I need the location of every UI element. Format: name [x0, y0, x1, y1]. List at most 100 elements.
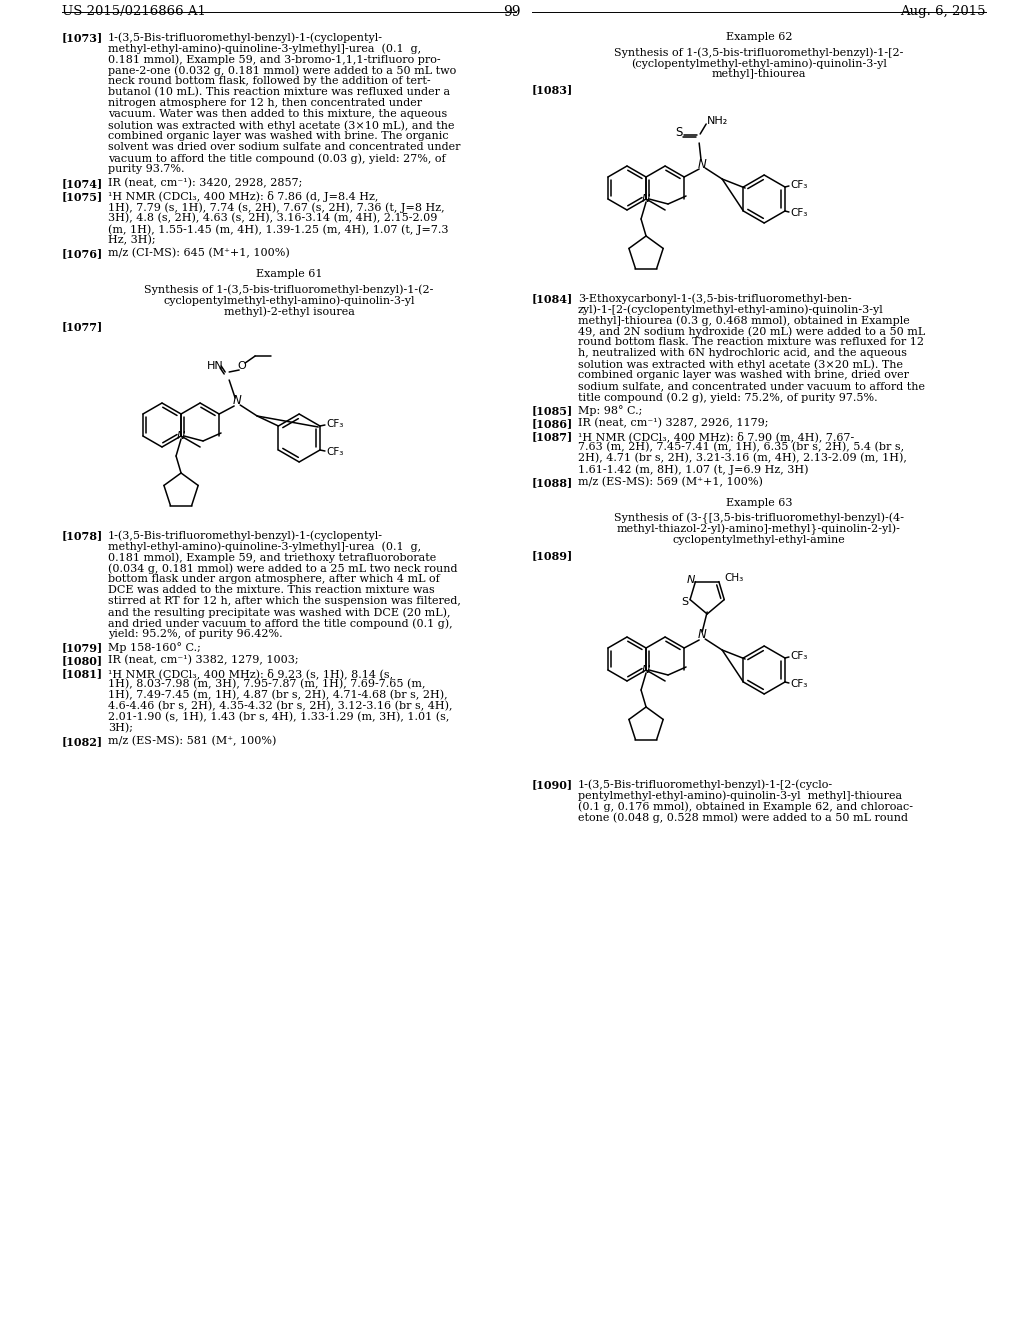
Text: [1084]: [1084] — [532, 293, 573, 304]
Text: IR (neat, cm⁻¹) 3287, 2926, 1179;: IR (neat, cm⁻¹) 3287, 2926, 1179; — [578, 418, 768, 429]
Text: stirred at RT for 12 h, after which the suspension was filtered,: stirred at RT for 12 h, after which the … — [108, 597, 461, 606]
Text: zyl)-1-[2-(cyclopentylmethyl-ethyl-amino)-quinolin-3-yl: zyl)-1-[2-(cyclopentylmethyl-ethyl-amino… — [578, 304, 884, 314]
Text: CF₃: CF₃ — [790, 180, 807, 190]
Text: [1075]: [1075] — [62, 191, 103, 202]
Text: [1081]: [1081] — [62, 668, 103, 678]
Text: Mp: 98° C.;: Mp: 98° C.; — [578, 405, 642, 416]
Text: 4.6-4.46 (br s, 2H), 4.35-4.32 (br s, 2H), 3.12-3.16 (br s, 4H),: 4.6-4.46 (br s, 2H), 4.35-4.32 (br s, 2H… — [108, 701, 453, 711]
Text: [1083]: [1083] — [532, 84, 573, 95]
Text: cyclopentylmethyl-ethyl-amino)-quinolin-3-yl: cyclopentylmethyl-ethyl-amino)-quinolin-… — [163, 294, 415, 305]
Text: Example 63: Example 63 — [726, 498, 793, 508]
Text: 7.63 (m, 2H), 7.45-7.41 (m, 1H), 6.35 (br s, 2H), 5.4 (br s,: 7.63 (m, 2H), 7.45-7.41 (m, 1H), 6.35 (b… — [578, 442, 904, 453]
Text: h, neutralized with 6N hydrochloric acid, and the aqueous: h, neutralized with 6N hydrochloric acid… — [578, 348, 907, 358]
Text: 2H), 4.71 (br s, 2H), 3.21-3.16 (m, 4H), 2.13-2.09 (m, 1H),: 2H), 4.71 (br s, 2H), 3.21-3.16 (m, 4H),… — [578, 453, 907, 463]
Text: [1078]: [1078] — [62, 531, 103, 541]
Text: ¹H NMR (CDCl₃, 400 MHz): δ 9.23 (s, 1H), 8.14 (s,: ¹H NMR (CDCl₃, 400 MHz): δ 9.23 (s, 1H),… — [108, 668, 393, 678]
Text: methyl)-2-ethyl isourea: methyl)-2-ethyl isourea — [223, 306, 354, 317]
Text: and dried under vacuum to afford the title compound (0.1 g),: and dried under vacuum to afford the tit… — [108, 618, 453, 628]
Text: combined organic layer was washed with brine, dried over: combined organic layer was washed with b… — [578, 370, 909, 380]
Text: HN: HN — [207, 360, 224, 371]
Text: 99: 99 — [503, 5, 521, 18]
Text: nitrogen atmosphere for 12 h, then concentrated under: nitrogen atmosphere for 12 h, then conce… — [108, 98, 422, 108]
Text: S: S — [676, 127, 683, 140]
Text: ¹H NMR (CDCl₃, 400 MHz): δ 7.86 (d, J=8.4 Hz,: ¹H NMR (CDCl₃, 400 MHz): δ 7.86 (d, J=8.… — [108, 191, 379, 202]
Text: m/z (ES-MS): 581 (M⁺, 100%): m/z (ES-MS): 581 (M⁺, 100%) — [108, 737, 276, 746]
Text: IR (neat, cm⁻¹) 3382, 1279, 1003;: IR (neat, cm⁻¹) 3382, 1279, 1003; — [108, 655, 299, 665]
Text: 1-(3,5-Bis-trifluoromethyl-benzyl)-1-(cyclopentyl-: 1-(3,5-Bis-trifluoromethyl-benzyl)-1-(cy… — [108, 531, 383, 541]
Text: [1082]: [1082] — [62, 737, 103, 747]
Text: [1077]: [1077] — [62, 321, 103, 333]
Text: CF₃: CF₃ — [790, 651, 807, 661]
Text: methyl]-thiourea: methyl]-thiourea — [712, 69, 806, 79]
Text: CF₃: CF₃ — [326, 418, 343, 429]
Text: (0.034 g, 0.181 mmol) were added to a 25 mL two neck round: (0.034 g, 0.181 mmol) were added to a 25… — [108, 564, 458, 574]
Text: NH₂: NH₂ — [708, 116, 728, 125]
Text: N: N — [697, 628, 707, 642]
Text: 0.181 mmol), Example 59, and triethoxy tetrafluoroborate: 0.181 mmol), Example 59, and triethoxy t… — [108, 552, 436, 562]
Text: round bottom flask. The reaction mixture was refluxed for 12: round bottom flask. The reaction mixture… — [578, 337, 924, 347]
Text: and the resulting precipitate was washed with DCE (20 mL),: and the resulting precipitate was washed… — [108, 607, 451, 618]
Text: ¹H NMR (CDCl₃, 400 MHz): δ 7.90 (m, 4H), 7.67-: ¹H NMR (CDCl₃, 400 MHz): δ 7.90 (m, 4H),… — [578, 432, 854, 442]
Text: methyl-thiazol-2-yl)-amino]-methyl}-quinolin-2-yl)-: methyl-thiazol-2-yl)-amino]-methyl}-quin… — [617, 524, 901, 536]
Text: yield: 95.2%, of purity 96.42%.: yield: 95.2%, of purity 96.42%. — [108, 630, 283, 639]
Text: purity 93.7%.: purity 93.7%. — [108, 164, 184, 174]
Text: 49, and 2N sodium hydroxide (20 mL) were added to a 50 mL: 49, and 2N sodium hydroxide (20 mL) were… — [578, 326, 926, 337]
Text: Synthesis of 1-(3,5-bis-trifluoromethyl-benzyl)-1-[2-: Synthesis of 1-(3,5-bis-trifluoromethyl-… — [614, 48, 904, 58]
Text: IR (neat, cm⁻¹): 3420, 2928, 2857;: IR (neat, cm⁻¹): 3420, 2928, 2857; — [108, 178, 302, 189]
Text: 1H), 7.49-7.45 (m, 1H), 4.87 (br s, 2H), 4.71-4.68 (br s, 2H),: 1H), 7.49-7.45 (m, 1H), 4.87 (br s, 2H),… — [108, 690, 447, 701]
Text: N: N — [177, 432, 185, 441]
Text: Hz, 3H);: Hz, 3H); — [108, 235, 156, 246]
Text: 2.01-1.90 (s, 1H), 1.43 (br s, 4H), 1.33-1.29 (m, 3H), 1.01 (s,: 2.01-1.90 (s, 1H), 1.43 (br s, 4H), 1.33… — [108, 711, 450, 722]
Text: 1-(3,5-Bis-trifluoromethyl-benzyl)-1-(cyclopentyl-: 1-(3,5-Bis-trifluoromethyl-benzyl)-1-(cy… — [108, 32, 383, 42]
Text: Example 61: Example 61 — [256, 269, 323, 279]
Text: [1085]: [1085] — [532, 405, 573, 416]
Text: [1074]: [1074] — [62, 178, 103, 189]
Text: [1087]: [1087] — [532, 432, 573, 442]
Text: (cyclopentylmethyl-ethyl-amino)-quinolin-3-yl: (cyclopentylmethyl-ethyl-amino)-quinolin… — [631, 58, 887, 69]
Text: solvent was dried over sodium sulfate and concentrated under: solvent was dried over sodium sulfate an… — [108, 143, 461, 152]
Text: N: N — [686, 574, 694, 585]
Text: 3H);: 3H); — [108, 723, 133, 734]
Text: CF₃: CF₃ — [790, 678, 807, 689]
Text: CH₃: CH₃ — [725, 573, 744, 582]
Text: neck round bottom flask, followed by the addition of tert-: neck round bottom flask, followed by the… — [108, 77, 431, 86]
Text: Synthesis of (3-{[3,5-bis-trifluoromethyl-benzyl)-(4-: Synthesis of (3-{[3,5-bis-trifluoromethy… — [614, 513, 904, 524]
Text: m/z (CI-MS): 645 (M⁺+1, 100%): m/z (CI-MS): 645 (M⁺+1, 100%) — [108, 248, 290, 259]
Text: 3-Ethoxycarbonyl-1-(3,5-bis-trifluoromethyl-ben-: 3-Ethoxycarbonyl-1-(3,5-bis-trifluoromet… — [578, 293, 852, 304]
Text: [1073]: [1073] — [62, 32, 103, 44]
Text: pentylmethyl-ethyl-amino)-quinolin-3-yl  methyl]-thiourea: pentylmethyl-ethyl-amino)-quinolin-3-yl … — [578, 789, 902, 800]
Text: 1H), 7.79 (s, 1H), 7.74 (s, 2H), 7.67 (s, 2H), 7.36 (t, J=8 Hz,: 1H), 7.79 (s, 1H), 7.74 (s, 2H), 7.67 (s… — [108, 202, 444, 213]
Text: [1086]: [1086] — [532, 418, 573, 429]
Text: Aug. 6, 2015: Aug. 6, 2015 — [900, 5, 986, 18]
Text: title compound (0.2 g), yield: 75.2%, of purity 97.5%.: title compound (0.2 g), yield: 75.2%, of… — [578, 392, 878, 403]
Text: methyl-ethyl-amino)-quinoline-3-ylmethyl]-urea  (0.1  g,: methyl-ethyl-amino)-quinoline-3-ylmethyl… — [108, 541, 421, 552]
Text: S: S — [682, 597, 688, 607]
Text: N: N — [642, 194, 650, 205]
Text: solution was extracted with ethyl acetate (3×10 mL), and the: solution was extracted with ethyl acetat… — [108, 120, 455, 131]
Text: [1080]: [1080] — [62, 655, 103, 667]
Text: CF₃: CF₃ — [326, 447, 343, 457]
Text: DCE was added to the mixture. This reaction mixture was: DCE was added to the mixture. This react… — [108, 585, 435, 595]
Text: 1H), 8.03-7.98 (m, 3H), 7.95-7.87 (m, 1H), 7.69-7.65 (m,: 1H), 8.03-7.98 (m, 3H), 7.95-7.87 (m, 1H… — [108, 678, 426, 689]
Text: 3H), 4.8 (s, 2H), 4.63 (s, 2H), 3.16-3.14 (m, 4H), 2.15-2.09: 3H), 4.8 (s, 2H), 4.63 (s, 2H), 3.16-3.1… — [108, 213, 437, 223]
Text: sodium sulfate, and concentrated under vacuum to afford the: sodium sulfate, and concentrated under v… — [578, 381, 925, 391]
Text: N: N — [232, 395, 242, 408]
Text: bottom flask under argon atmosphere, after which 4 mL of: bottom flask under argon atmosphere, aft… — [108, 574, 439, 583]
Text: Example 62: Example 62 — [726, 32, 793, 42]
Text: 1.61-1.42 (m, 8H), 1.07 (t, J=6.9 Hz, 3H): 1.61-1.42 (m, 8H), 1.07 (t, J=6.9 Hz, 3H… — [578, 465, 809, 475]
Text: CF₃: CF₃ — [790, 209, 807, 218]
Text: [1090]: [1090] — [532, 779, 573, 789]
Text: 1-(3,5-Bis-trifluoromethyl-benzyl)-1-[2-(cyclo-: 1-(3,5-Bis-trifluoromethyl-benzyl)-1-[2-… — [578, 779, 834, 789]
Text: US 2015/0216866 A1: US 2015/0216866 A1 — [62, 5, 206, 18]
Text: 0.181 mmol), Example 59, and 3-bromo-1,1,1-trifluoro pro-: 0.181 mmol), Example 59, and 3-bromo-1,1… — [108, 54, 440, 65]
Text: (m, 1H), 1.55-1.45 (m, 4H), 1.39-1.25 (m, 4H), 1.07 (t, J=7.3: (m, 1H), 1.55-1.45 (m, 4H), 1.39-1.25 (m… — [108, 224, 449, 235]
Text: [1076]: [1076] — [62, 248, 103, 259]
Text: etone (0.048 g, 0.528 mmol) were added to a 50 mL round: etone (0.048 g, 0.528 mmol) were added t… — [578, 812, 908, 822]
Text: butanol (10 mL). This reaction mixture was refluxed under a: butanol (10 mL). This reaction mixture w… — [108, 87, 451, 98]
Text: methyl]-thiourea (0.3 g, 0.468 mmol), obtained in Example: methyl]-thiourea (0.3 g, 0.468 mmol), ob… — [578, 315, 909, 326]
Text: N: N — [642, 665, 650, 675]
Text: cyclopentylmethyl-ethyl-amine: cyclopentylmethyl-ethyl-amine — [673, 535, 846, 545]
Text: m/z (ES-MS): 569 (M⁺+1, 100%): m/z (ES-MS): 569 (M⁺+1, 100%) — [578, 477, 763, 487]
Text: [1088]: [1088] — [532, 477, 573, 488]
Text: Mp 158-160° C.;: Mp 158-160° C.; — [108, 642, 201, 653]
